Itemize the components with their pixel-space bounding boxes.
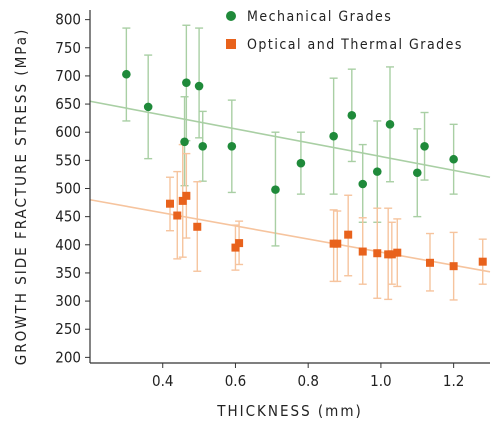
y-tick-label: 600: [55, 123, 81, 141]
data-point: [412, 168, 422, 178]
data-point: [373, 249, 382, 258]
trend-line-optical-thermal: [89, 198, 491, 273]
data-point: [227, 141, 237, 151]
y-tick-label: 700: [55, 67, 81, 85]
data-point: [420, 141, 429, 151]
y-tick-label: 650: [55, 95, 81, 113]
trend-line-mechanical: [89, 100, 491, 179]
data-point: [198, 141, 208, 151]
y-tick-label: 550: [55, 151, 81, 169]
y-tick-label: 500: [55, 180, 81, 198]
y-tick-label: 800: [55, 11, 81, 29]
data-point: [122, 69, 131, 79]
data-point: [235, 239, 244, 248]
axes: 200 250 300 350 400 450 500 550 600 650 700 750 800 0…: [55, 10, 490, 390]
data-markers: [122, 69, 487, 271]
data-point: [449, 154, 458, 164]
data-point: [478, 257, 487, 266]
x-tick-label: 0.4: [152, 372, 173, 390]
data-point: [347, 111, 357, 120]
data-point: [231, 243, 240, 252]
y-tick-label: 400: [55, 236, 81, 254]
y-tick-label: 750: [55, 39, 81, 57]
x-tick-label: 1.2: [443, 372, 464, 390]
data-point: [178, 196, 187, 205]
data-point: [173, 211, 182, 220]
legend-label: Mechanical Grades: [247, 9, 392, 25]
data-point: [329, 131, 338, 141]
data-point: [449, 262, 458, 271]
data-point: [182, 191, 191, 200]
legend-label: Optical and Thermal Grades: [247, 37, 463, 53]
trend-lines: [89, 100, 491, 273]
y-tick-label: 300: [55, 292, 81, 310]
y-tick-label: 200: [55, 348, 81, 366]
x-tick-label: 0.6: [225, 372, 246, 390]
legend: Mechanical Grades Optical and Thermal Gra…: [226, 9, 463, 53]
data-point: [358, 179, 368, 189]
data-point: [271, 185, 280, 194]
legend-marker-mechanical: [226, 11, 236, 21]
legend-marker-optical-thermal: [226, 39, 236, 49]
data-point: [182, 78, 191, 87]
data-point: [296, 158, 306, 168]
y-tick-label: 450: [55, 208, 81, 226]
data-point: [143, 102, 153, 112]
data-point: [385, 120, 395, 129]
x-tick-label: 1.0: [370, 372, 391, 390]
data-point: [344, 230, 353, 239]
data-point: [372, 167, 382, 176]
data-point: [333, 239, 342, 248]
data-point: [393, 248, 402, 257]
y-tick-label: 250: [55, 320, 81, 338]
x-tick-label: 0.8: [297, 372, 318, 390]
data-point: [387, 250, 396, 259]
y-tick-label: 350: [55, 264, 81, 282]
data-point: [426, 258, 434, 267]
data-point: [194, 81, 204, 91]
y-axis-title: GROWTH SIDE FRACTURE STRESS (MPa): [12, 28, 30, 366]
data-point: [180, 137, 189, 147]
data-point: [166, 199, 174, 208]
data-point: [358, 247, 367, 256]
x-axis-title: THICKNESS (mm): [216, 402, 363, 420]
data-point: [193, 222, 202, 231]
